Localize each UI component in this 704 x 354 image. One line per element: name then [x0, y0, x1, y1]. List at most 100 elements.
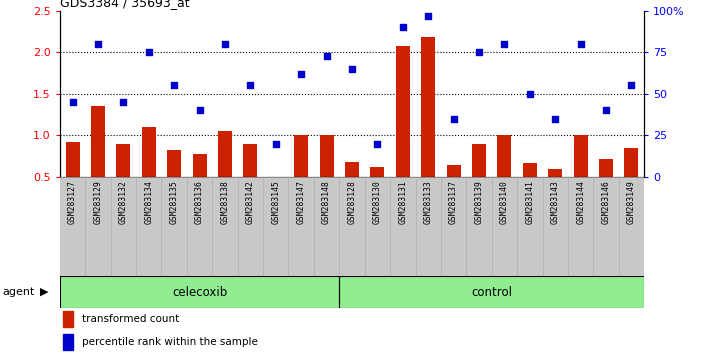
Point: [168, 82, 180, 88]
Text: agent: agent: [2, 287, 34, 297]
Bar: [63, 334, 73, 350]
Point: [550, 116, 561, 122]
Bar: [421, 37, 435, 177]
Text: ▶: ▶: [40, 287, 49, 297]
Point: [346, 66, 358, 72]
Bar: [619, 177, 644, 276]
Bar: [60, 177, 85, 276]
Text: GSM283141: GSM283141: [525, 180, 534, 224]
Point: [499, 41, 510, 47]
Point: [143, 50, 154, 55]
Text: GSM283129: GSM283129: [94, 180, 103, 224]
Text: percentile rank within the sample: percentile rank within the sample: [82, 337, 258, 347]
Bar: [289, 177, 314, 276]
Bar: [218, 131, 232, 177]
Bar: [568, 177, 593, 276]
Bar: [345, 162, 359, 177]
Bar: [193, 154, 206, 177]
Bar: [415, 177, 441, 276]
Bar: [213, 177, 238, 276]
Text: GSM283133: GSM283133: [424, 180, 433, 224]
Bar: [142, 127, 156, 177]
Text: control: control: [471, 286, 513, 298]
Bar: [294, 135, 308, 177]
Bar: [498, 135, 511, 177]
Bar: [491, 177, 517, 276]
Point: [524, 91, 536, 97]
Point: [220, 41, 231, 47]
Point: [422, 13, 434, 18]
Bar: [599, 159, 613, 177]
Point: [372, 141, 383, 147]
Text: GSM283146: GSM283146: [601, 180, 610, 224]
Bar: [517, 177, 543, 276]
Bar: [543, 177, 568, 276]
Bar: [63, 311, 73, 327]
Text: GSM283149: GSM283149: [627, 180, 636, 224]
Text: GSM283142: GSM283142: [246, 180, 255, 224]
Text: GSM283139: GSM283139: [474, 180, 484, 224]
Point: [270, 141, 282, 147]
Text: celecoxib: celecoxib: [172, 286, 227, 298]
Bar: [314, 177, 339, 276]
Bar: [320, 135, 334, 177]
Text: GSM283134: GSM283134: [144, 180, 153, 224]
Bar: [574, 135, 588, 177]
Point: [397, 24, 408, 30]
Bar: [396, 46, 410, 177]
Bar: [161, 177, 187, 276]
Bar: [187, 177, 213, 276]
Bar: [466, 177, 491, 276]
Bar: [624, 148, 639, 177]
Text: GSM283128: GSM283128: [348, 180, 356, 224]
Text: GSM283135: GSM283135: [170, 180, 179, 224]
Bar: [548, 169, 562, 177]
Point: [575, 41, 586, 47]
Point: [601, 108, 612, 113]
Text: GSM283147: GSM283147: [296, 180, 306, 224]
Bar: [91, 106, 105, 177]
Text: GSM283144: GSM283144: [576, 180, 585, 224]
Bar: [85, 177, 111, 276]
Bar: [370, 167, 384, 177]
Text: transformed count: transformed count: [82, 314, 180, 324]
Point: [626, 82, 637, 88]
Text: GSM283132: GSM283132: [119, 180, 128, 224]
Bar: [390, 177, 415, 276]
Bar: [263, 177, 289, 276]
Point: [448, 116, 459, 122]
Text: GSM283127: GSM283127: [68, 180, 77, 224]
Text: GSM283137: GSM283137: [449, 180, 458, 224]
Text: GSM283131: GSM283131: [398, 180, 408, 224]
Bar: [244, 144, 258, 177]
Bar: [365, 177, 390, 276]
Bar: [136, 177, 161, 276]
Point: [118, 99, 129, 105]
Point: [245, 82, 256, 88]
Text: GSM283148: GSM283148: [322, 180, 331, 224]
Point: [321, 53, 332, 58]
Text: GSM283130: GSM283130: [373, 180, 382, 224]
Bar: [339, 177, 365, 276]
Text: GSM283145: GSM283145: [271, 180, 280, 224]
Bar: [111, 177, 136, 276]
Point: [473, 50, 484, 55]
Point: [296, 71, 307, 77]
Text: GDS3384 / 35693_at: GDS3384 / 35693_at: [60, 0, 189, 10]
Text: GSM283143: GSM283143: [551, 180, 560, 224]
Point: [67, 99, 78, 105]
Point: [92, 41, 103, 47]
Bar: [65, 142, 80, 177]
Bar: [60, 276, 339, 308]
Bar: [523, 163, 537, 177]
Bar: [441, 177, 466, 276]
Bar: [472, 144, 486, 177]
Bar: [593, 177, 619, 276]
Text: GSM283140: GSM283140: [500, 180, 509, 224]
Text: GSM283138: GSM283138: [220, 180, 230, 224]
Bar: [446, 165, 460, 177]
Point: [194, 108, 205, 113]
Bar: [339, 276, 644, 308]
Text: GSM283136: GSM283136: [195, 180, 204, 224]
Bar: [167, 150, 181, 177]
